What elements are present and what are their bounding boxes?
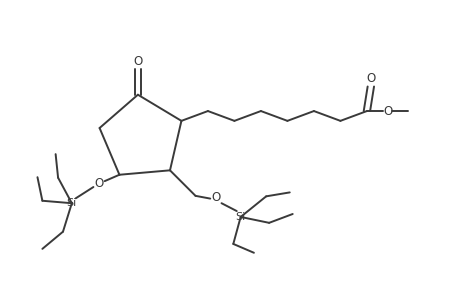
Text: O: O bbox=[211, 191, 220, 204]
Text: O: O bbox=[133, 55, 142, 68]
Text: O: O bbox=[365, 72, 375, 85]
Text: O: O bbox=[94, 177, 103, 190]
Text: Si: Si bbox=[67, 198, 77, 208]
Text: O: O bbox=[382, 104, 392, 118]
Text: Si: Si bbox=[235, 212, 245, 222]
